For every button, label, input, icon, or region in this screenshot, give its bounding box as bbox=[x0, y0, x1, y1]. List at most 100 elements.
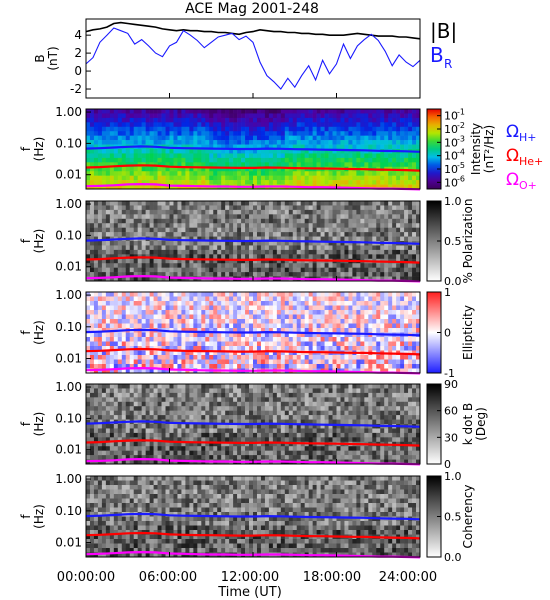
heatmap-cell bbox=[241, 205, 246, 211]
heatmap-cell bbox=[157, 109, 162, 114]
heatmap-cell bbox=[177, 140, 182, 145]
heatmap-cell bbox=[272, 218, 278, 224]
heatmap-cell bbox=[237, 332, 242, 338]
heatmap-cell bbox=[412, 214, 417, 220]
heatmap-cell bbox=[205, 232, 210, 237]
heatmap-cell bbox=[209, 310, 214, 315]
heatmap-cell bbox=[264, 140, 270, 145]
heatmap-cell bbox=[93, 232, 99, 237]
heatmap-cell bbox=[300, 157, 305, 163]
heatmap-cell bbox=[304, 323, 309, 329]
heatmap-cell bbox=[260, 314, 266, 320]
heatmap-cell bbox=[276, 180, 282, 185]
heatmap-cell bbox=[221, 214, 226, 220]
heatmap-cell bbox=[97, 323, 103, 329]
heatmap-cell bbox=[296, 223, 302, 228]
heatmap-cell bbox=[189, 319, 194, 324]
heatmap-cell bbox=[125, 241, 131, 246]
heatmap-cell bbox=[296, 267, 302, 273]
y-tick-label: 0 bbox=[74, 64, 82, 78]
heatmap-cell bbox=[276, 113, 282, 119]
heatmap-cell bbox=[149, 388, 154, 394]
heatmap-cell bbox=[348, 162, 353, 168]
heatmap-cell bbox=[296, 117, 302, 123]
heatmap-cell bbox=[336, 272, 341, 277]
heatmap-cell bbox=[412, 113, 417, 119]
heatmap-cell bbox=[400, 359, 405, 365]
heatmap-cell bbox=[213, 223, 218, 228]
heatmap-cell bbox=[356, 249, 361, 255]
heatmap-cell bbox=[384, 314, 389, 320]
heatmap-cell bbox=[93, 355, 99, 360]
heatmap-cell bbox=[268, 249, 274, 255]
heatmap-cell bbox=[332, 341, 337, 347]
heatmap-cell bbox=[109, 245, 115, 251]
heatmap-cell bbox=[153, 258, 158, 264]
heatmap-cell bbox=[105, 223, 111, 228]
heatmap-cell bbox=[284, 227, 290, 233]
heatmap-cell bbox=[384, 180, 389, 185]
heatmap-cell bbox=[360, 157, 365, 163]
heatmap-cell bbox=[165, 126, 170, 132]
heatmap-cell bbox=[253, 337, 258, 342]
heatmap-cell bbox=[336, 205, 341, 211]
heatmap-cell bbox=[205, 254, 210, 260]
heatmap-cell bbox=[416, 131, 421, 136]
heatmap-cell bbox=[201, 227, 206, 233]
heatmap-cell bbox=[288, 135, 294, 141]
heatmap-cell bbox=[125, 305, 131, 311]
heatmap-cell bbox=[149, 117, 154, 123]
heatmap-cell bbox=[368, 236, 373, 242]
heatmap-cell bbox=[280, 201, 286, 206]
heatmap-cell bbox=[109, 180, 115, 185]
heatmap-cell bbox=[264, 236, 270, 242]
heatmap-cell bbox=[368, 314, 373, 320]
heatmap-cell bbox=[396, 323, 401, 329]
heatmap-cell bbox=[280, 346, 286, 351]
heatmap-cell bbox=[241, 135, 246, 141]
heatmap-cell bbox=[328, 205, 333, 211]
heatmap-cell bbox=[109, 205, 115, 211]
heatmap-cell bbox=[117, 241, 123, 246]
heatmap-cell bbox=[89, 218, 95, 224]
heatmap-cell bbox=[388, 341, 393, 347]
heatmap-cell bbox=[348, 355, 353, 360]
heatmap-cell bbox=[221, 241, 226, 246]
heatmap-cell bbox=[245, 109, 250, 114]
heatmap-cell bbox=[133, 223, 138, 228]
heatmap-cell bbox=[149, 296, 154, 302]
heatmap-cell bbox=[364, 122, 369, 128]
heatmap-cell bbox=[400, 337, 405, 342]
heatmap-cell bbox=[145, 131, 150, 136]
heatmap-cell bbox=[296, 201, 302, 206]
heatmap-cell bbox=[384, 157, 389, 163]
heatmap-cell bbox=[145, 332, 150, 338]
heatmap-cell bbox=[384, 144, 389, 150]
heatmap-cell bbox=[253, 301, 258, 306]
heatmap-cell bbox=[372, 205, 377, 211]
heatmap-cell bbox=[117, 296, 123, 302]
heatmap-cell bbox=[109, 171, 115, 176]
heatmap-cell bbox=[292, 314, 298, 320]
heatmap-cell bbox=[312, 346, 317, 351]
heatmap-cell bbox=[256, 267, 262, 273]
heatmap-cell bbox=[86, 214, 91, 220]
heatmap-cell bbox=[264, 346, 270, 351]
heatmap-cell bbox=[165, 359, 170, 365]
heatmap-cell bbox=[396, 117, 401, 123]
heatmap-cell bbox=[364, 355, 369, 360]
heatmap-cell bbox=[89, 346, 95, 351]
heatmap-cell bbox=[225, 171, 230, 176]
heatmap-cell bbox=[256, 241, 262, 246]
heatmap-cell bbox=[205, 180, 210, 185]
heatmap-cell bbox=[276, 122, 282, 128]
heatmap-cell bbox=[253, 157, 258, 163]
heatmap-cell bbox=[189, 301, 194, 306]
heatmap-cell bbox=[316, 328, 321, 333]
heatmap-cell bbox=[388, 368, 393, 374]
heatmap-cell bbox=[276, 305, 282, 311]
heatmap-cell bbox=[133, 113, 138, 119]
heatmap-cell bbox=[161, 227, 166, 233]
heatmap-cell bbox=[97, 157, 103, 163]
heatmap-cell bbox=[229, 341, 234, 347]
